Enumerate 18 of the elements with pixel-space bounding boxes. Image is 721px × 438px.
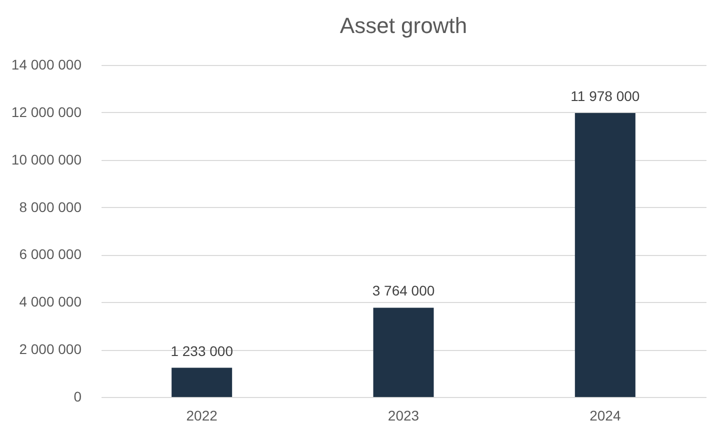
chart-title: Asset growth: [340, 13, 468, 38]
y-tick-label: 12 000 000: [11, 104, 82, 120]
bar: [574, 112, 636, 397]
data-label: 1 233 000: [170, 342, 234, 359]
y-tick-label: 0: [74, 388, 82, 404]
bar: [172, 368, 232, 397]
y-tick-label: 6 000 000: [19, 246, 82, 262]
y-tick-label: 14 000 000: [11, 56, 82, 72]
x-tick-label: 2023: [388, 408, 420, 424]
x-tick-label: 2024: [590, 408, 621, 424]
y-tick-label: 8 000 000: [19, 198, 82, 215]
x-tick-label: 2022: [186, 408, 218, 424]
y-tick-label: 2 000 000: [19, 341, 82, 358]
data-label: 3 764 000: [372, 282, 435, 299]
bar: [373, 308, 434, 397]
data-label: 11 978 000: [570, 88, 640, 104]
y-tick-label: 10 000 000: [11, 151, 82, 168]
y-tick-label: 4 000 000: [19, 294, 82, 310]
